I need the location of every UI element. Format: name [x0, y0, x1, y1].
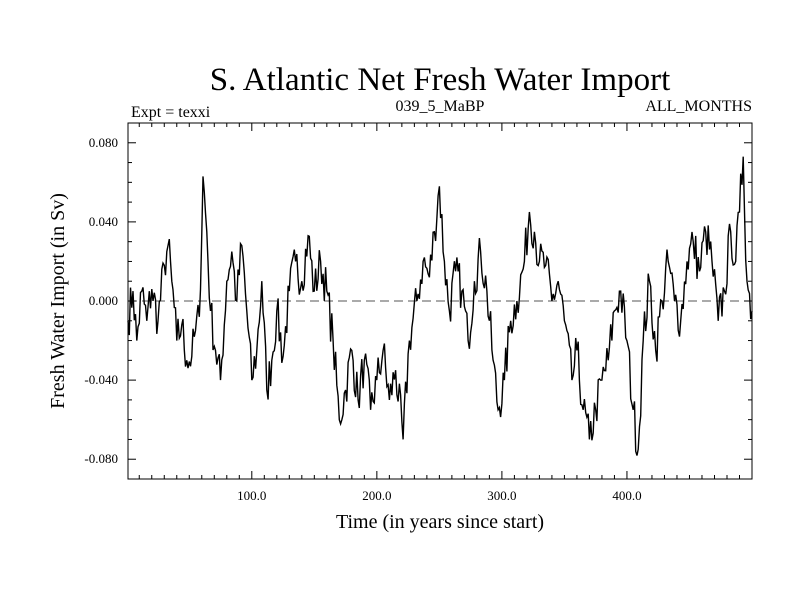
y-tick-label: -0.040 [84, 372, 118, 387]
run-label: 039_5_MaBP [396, 98, 485, 115]
months-label: ALL_MONTHS [645, 98, 752, 115]
experiment-label: Expt = texxi [131, 104, 211, 121]
fresh-water-series-line [127, 156, 753, 456]
x-axis-title: Time (in years since start) [336, 511, 544, 533]
y-axis-title: Fresh Water Import (in Sv) [47, 193, 69, 409]
x-tick-label: 400.0 [612, 488, 641, 503]
x-tick-label: 100.0 [237, 488, 266, 503]
x-tick-label: 200.0 [362, 488, 391, 503]
y-tick-label: 0.000 [89, 293, 118, 308]
y-tick-label: 0.040 [89, 214, 118, 229]
y-tick-label: -0.080 [84, 451, 118, 466]
x-tick-label: 300.0 [487, 488, 516, 503]
y-tick-label: 0.080 [89, 135, 118, 150]
chart-title: S. Atlantic Net Fresh Water Import [210, 62, 671, 98]
